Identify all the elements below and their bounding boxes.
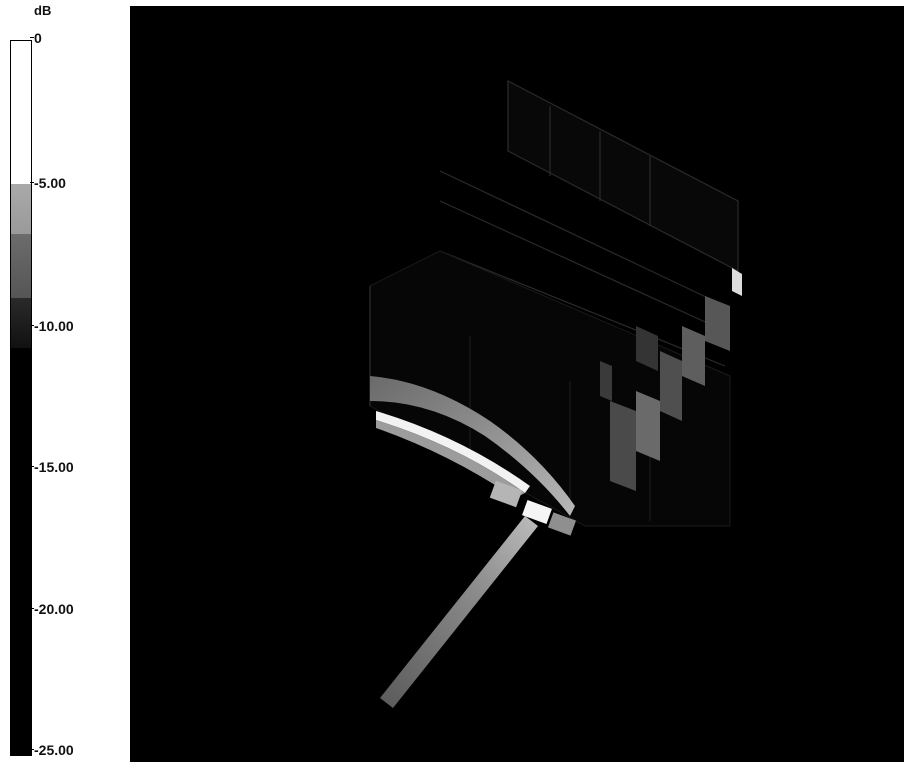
- 3d-field-viewport[interactable]: [130, 6, 904, 762]
- feed-line: [380, 516, 538, 708]
- antenna-3d-render: [369, 80, 742, 708]
- legend-tick-minus-15: -15.00: [30, 459, 74, 475]
- legend-tick-0: 0: [30, 30, 42, 46]
- legend-tick-minus-25: -25.00: [30, 742, 74, 758]
- legend-unit-label: dB: [34, 3, 52, 18]
- legend-tick-minus-5: -5.00: [30, 175, 66, 191]
- horn-top-structure: [439, 80, 739, 367]
- horn-body: [369, 250, 731, 527]
- aperture-arc: [370, 376, 575, 516]
- horn-side-steps: [600, 268, 742, 491]
- legend-tick-minus-20: -20.00: [30, 601, 74, 617]
- legend-tick-minus-10: -10.00: [30, 318, 74, 334]
- feed-junction: [489, 480, 577, 536]
- color-legend: dB 0 -5.00 -10.00 -15.00 -20.00 -25.00: [0, 0, 128, 762]
- legend-colorbar: [10, 40, 32, 756]
